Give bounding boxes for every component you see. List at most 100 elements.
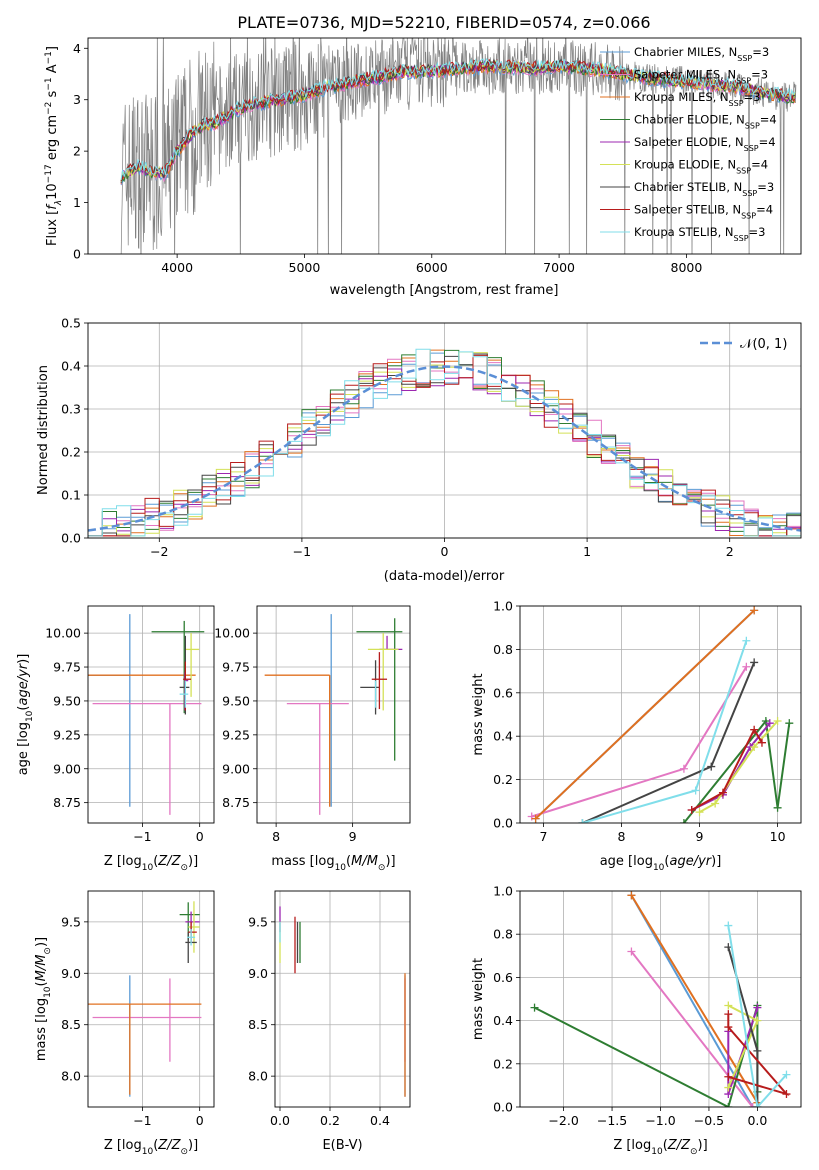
legend-entry-kroupa_elodie: Kroupa ELODIE, NSSP=4 (634, 158, 768, 176)
legend-base: Salpeter ELODIE, N (634, 135, 744, 149)
y-axis-label-part: 10 (45, 183, 60, 200)
x-tick-label: 9 (696, 829, 704, 844)
axes-frame (519, 605, 802, 824)
x-tick-label: 9 (349, 829, 357, 844)
x-axis-label-part: )] (698, 1138, 708, 1153)
weight-marker-kroupa_elodie (773, 717, 782, 726)
axes-age-vs-mass: 8 9 8.75 9.00 9.25 9.50 9.75 10.00 mass [log10(M… (214, 605, 411, 873)
y-axis-label-part: erg cm (45, 115, 60, 164)
figure-title: PLATE=0736, MJD=52210, FIBERID=0574, z=0… (237, 13, 650, 32)
normal-curve (88, 365, 801, 532)
x-axis-label: (data-model)/error (384, 569, 505, 584)
y-tick-label: 8.0 (248, 1069, 268, 1084)
legend-entry-salpeter_stelib: Salpeter STELIB, NSSP=4 (634, 203, 773, 221)
y-axis-label-part: −17 (44, 164, 54, 183)
y-tick-label: 8.5 (61, 1017, 81, 1032)
y-tick-label: 9.75 (222, 660, 250, 675)
y-tick-label: 9.50 (53, 693, 81, 708)
weight-marker-salpeter_miles (627, 947, 636, 956)
x-tick-label: −1.5 (597, 1113, 627, 1128)
model-spectrum-kroupa_stelib (120, 57, 796, 181)
x-tick-label: 0.2 (320, 1113, 340, 1128)
plot-area (527, 606, 794, 823)
y-tick-label: 9.5 (248, 914, 268, 929)
weight-marker-kroupa_stelib (578, 819, 587, 823)
x-axis-label-part: age [log (600, 854, 653, 869)
y-axis-label-part: −2 (44, 102, 54, 115)
x-axis-label-part: ( (663, 1138, 668, 1153)
y-axis-label-part: −1 (44, 51, 54, 64)
y-axis-label-part: M/M (34, 955, 49, 982)
legend-entry-kroupa_miles: Kroupa MILES, NSSP=3 (634, 90, 760, 108)
legend-base: Chabrier STELIB, N (634, 180, 742, 194)
y-tick-label: 0.5 (61, 316, 81, 331)
weight-marker-salpeter_stelib (724, 1010, 733, 1019)
x-axis-label-part: Z [log (613, 1138, 651, 1153)
x-tick-label: −1.0 (645, 1113, 675, 1128)
x-tick-label: 0.0 (747, 1113, 767, 1128)
y-tick-label: 1 (73, 195, 81, 210)
x-tick-label: 0 (196, 829, 204, 844)
weight-marker-salpeter_elodie (753, 1003, 762, 1012)
weight-marker-kroupa_miles (531, 814, 540, 823)
weight-marker-kroupa_elodie (711, 799, 720, 808)
y-tick-label: 1.0 (493, 599, 513, 614)
y-tick-label: 10.00 (45, 626, 81, 641)
y-tick-label: 0 (73, 247, 81, 262)
weight-marker-kroupa_elodie (750, 743, 759, 752)
weight-marker-kroupa_stelib (742, 636, 751, 645)
weight-marker-salpeter_stelib (724, 1072, 733, 1081)
x-axis-label-part: 10 (651, 1147, 663, 1157)
weight-marker-salpeter_elodie (765, 719, 774, 728)
legend-sub: SSP (736, 166, 751, 175)
legend-entry-salpeter_elodie: Salpeter ELODIE, NSSP=4 (634, 135, 776, 153)
weight-marker-chabrier_elodie (530, 1003, 539, 1012)
y-tick-label: 0.0 (493, 1100, 513, 1115)
y-axis-label: mass weight (471, 958, 486, 1040)
y-tick-label: 0.6 (493, 685, 513, 700)
plot-area (120, 38, 797, 254)
weight-line-salpeter_stelib (727, 1014, 790, 1096)
x-axis-label-part: M/M (351, 854, 378, 869)
y-tick-label: 0.8 (493, 642, 513, 657)
x-axis-label-part: 10 (142, 1147, 154, 1157)
weight-marker-kroupa_stelib (691, 786, 700, 795)
weight-line-kroupa_elodie (699, 720, 779, 813)
plot-area (88, 348, 801, 537)
weight-marker-salpeter_stelib (782, 1090, 791, 1099)
x-axis-label-part: ⊙ (180, 863, 188, 873)
legend-tail: =3 (749, 225, 766, 239)
y-tick-label: 0.4 (493, 729, 513, 744)
x-axis-label-part: Z [log (104, 1138, 142, 1153)
weight-marker-chabrier_stelib (753, 1046, 762, 1055)
x-tick-label: −1 (133, 1113, 151, 1128)
y-tick-label: 8.75 (222, 795, 250, 810)
y-tick-label: 0.0 (493, 816, 513, 831)
y-tick-label: 1.0 (493, 884, 513, 899)
weight-line-chabrier_miles (630, 894, 754, 1107)
weight-marker-salpeter_stelib (757, 738, 766, 747)
weight-marker-salpeter_miles (742, 662, 751, 671)
legend-base: Kroupa ELODIE, N (634, 158, 736, 172)
y-axis-label-part: A (45, 64, 60, 77)
x-tick-label: 6000 (416, 260, 448, 275)
legend-tail: =4 (756, 203, 773, 217)
legend-sub: SSP (734, 234, 749, 243)
x-tick-label: 0 (196, 1113, 204, 1128)
legend-base: Salpeter STELIB, N (634, 203, 741, 217)
legend-tail: =3 (744, 90, 761, 104)
x-tick-label: 4000 (161, 260, 193, 275)
x-axis-label-part: Z/Z (157, 1138, 181, 1153)
y-tick-label: 0.2 (493, 772, 513, 787)
y-tick-label: 9.75 (53, 660, 81, 675)
legend-sub: SSP (737, 54, 752, 63)
y-axis-label-part: ] (45, 46, 60, 51)
axes-frame (256, 605, 411, 824)
y-tick-label: 8.75 (53, 795, 81, 810)
x-axis-label-part: 10 (653, 863, 665, 873)
weight-marker-chabrier_elodie (679, 819, 688, 823)
legend-tail: =3 (751, 68, 768, 82)
plot-area (279, 906, 406, 1097)
